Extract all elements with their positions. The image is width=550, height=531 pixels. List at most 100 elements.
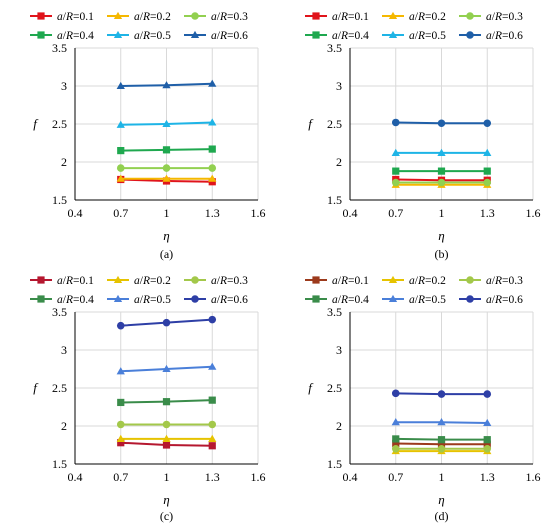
y-axis-label: f bbox=[308, 116, 314, 131]
data-point bbox=[437, 390, 446, 398]
y-tick-label: 1.5 bbox=[327, 457, 342, 471]
y-tick-label: 2.5 bbox=[52, 381, 67, 395]
x-tick-label: 1 bbox=[164, 470, 170, 484]
legend-label: a/R=0.5 bbox=[409, 294, 446, 306]
data-point bbox=[391, 118, 400, 127]
data-point bbox=[162, 434, 171, 442]
data-point bbox=[162, 164, 171, 172]
legend-marker bbox=[37, 295, 45, 303]
data-point bbox=[208, 420, 217, 429]
legend: a/R=0.1 a/R=0.2 a/R=0.3 a/R=0.4 a/R=0.5 a/R=0… bbox=[30, 275, 248, 306]
data-point bbox=[437, 445, 446, 453]
panel-caption: (a) bbox=[160, 247, 173, 261]
x-tick-label: 1.3 bbox=[480, 470, 495, 484]
x-tick-label: 1.6 bbox=[251, 470, 266, 484]
data-point bbox=[437, 167, 446, 175]
legend-marker bbox=[388, 30, 398, 39]
data-point bbox=[483, 418, 492, 427]
data-point bbox=[116, 321, 125, 330]
data-point bbox=[162, 398, 171, 406]
legend-marker bbox=[312, 295, 320, 303]
data-point bbox=[437, 148, 446, 156]
legend-marker bbox=[388, 11, 398, 20]
series-5 bbox=[116, 362, 217, 375]
legend-marker bbox=[388, 294, 398, 303]
data-point bbox=[162, 318, 171, 327]
data-point bbox=[162, 119, 171, 128]
series-3 bbox=[391, 445, 492, 453]
data-point bbox=[162, 420, 171, 429]
legend-label: a/R=0.6 bbox=[211, 30, 248, 42]
series-3 bbox=[116, 420, 217, 429]
data-point bbox=[392, 167, 400, 175]
chart-panel-a: a/R=0.1 a/R=0.2 a/R=0.3 a/R=0.4 a/R=0.5 a/R=0… bbox=[30, 11, 266, 261]
legend: a/R=0.1 a/R=0.2 a/R=0.3 a/R=0.4 a/R=0.5 a/R=0… bbox=[305, 275, 523, 306]
x-tick-label: 0.7 bbox=[388, 206, 403, 220]
y-tick-label: 3.5 bbox=[327, 305, 342, 319]
y-tick-label: 3.5 bbox=[327, 41, 342, 55]
legend-marker bbox=[312, 276, 320, 284]
panel-caption: (d) bbox=[435, 509, 449, 523]
x-tick-label: 1.3 bbox=[205, 206, 220, 220]
legend-marker bbox=[113, 30, 123, 39]
panel-caption: (c) bbox=[160, 509, 173, 523]
y-tick-label: 1.5 bbox=[52, 193, 67, 207]
chart-panel-c: a/R=0.1 a/R=0.2 a/R=0.3 a/R=0.4 a/R=0.5 a/R=0… bbox=[30, 275, 266, 523]
series-1 bbox=[392, 439, 491, 448]
data-point bbox=[116, 81, 125, 90]
x-tick-label: 0.4 bbox=[343, 470, 358, 484]
series-6 bbox=[391, 118, 492, 128]
data-point bbox=[116, 120, 125, 128]
data-point bbox=[483, 167, 491, 175]
legend-marker bbox=[37, 31, 45, 39]
legend-label: a/R=0.6 bbox=[486, 294, 523, 306]
x-axis-label: η bbox=[438, 492, 444, 507]
y-tick-label: 2 bbox=[336, 419, 342, 433]
data-point bbox=[392, 439, 400, 448]
data-point bbox=[437, 178, 446, 187]
legend-label: a/R=0.4 bbox=[57, 294, 94, 306]
legend-marker bbox=[191, 12, 199, 20]
y-tick-label: 3 bbox=[336, 79, 342, 93]
x-axis-label: η bbox=[163, 492, 169, 507]
legend-marker bbox=[113, 11, 123, 20]
data-point bbox=[483, 445, 492, 453]
legend-label: a/R=0.5 bbox=[409, 30, 446, 42]
series-2 bbox=[116, 434, 217, 442]
x-axis-label: η bbox=[163, 228, 169, 243]
data-point bbox=[208, 315, 217, 324]
x-tick-label: 1 bbox=[439, 470, 445, 484]
legend-marker bbox=[113, 294, 123, 303]
legend-label: a/R=0.4 bbox=[332, 30, 369, 42]
data-point bbox=[208, 164, 217, 172]
legend-label: a/R=0.2 bbox=[134, 275, 171, 287]
legend-label: a/R=0.2 bbox=[134, 11, 171, 23]
series-6 bbox=[116, 315, 217, 330]
series-6 bbox=[391, 389, 492, 398]
data-point bbox=[483, 148, 492, 156]
data-point bbox=[208, 79, 217, 87]
data-point bbox=[391, 418, 400, 426]
data-point bbox=[117, 147, 125, 155]
data-point bbox=[437, 436, 446, 444]
legend-label: a/R=0.6 bbox=[486, 30, 523, 42]
data-point bbox=[162, 441, 171, 449]
legend-label: a/R=0.4 bbox=[332, 294, 369, 306]
legend-marker bbox=[466, 276, 474, 284]
data-point bbox=[208, 145, 216, 153]
legend-marker bbox=[466, 12, 474, 20]
data-point bbox=[437, 440, 446, 448]
data-point bbox=[437, 119, 446, 128]
series-5 bbox=[116, 118, 217, 128]
data-point bbox=[208, 118, 217, 126]
x-axis-label: η bbox=[438, 228, 444, 243]
data-point bbox=[116, 174, 125, 182]
legend-marker bbox=[312, 31, 320, 39]
data-point bbox=[116, 434, 125, 442]
data-point bbox=[437, 418, 446, 426]
y-tick-label: 3 bbox=[336, 343, 342, 357]
legend-marker bbox=[191, 276, 199, 284]
y-tick-label: 1.5 bbox=[52, 457, 67, 471]
legend-label: a/R=0.1 bbox=[57, 11, 94, 23]
